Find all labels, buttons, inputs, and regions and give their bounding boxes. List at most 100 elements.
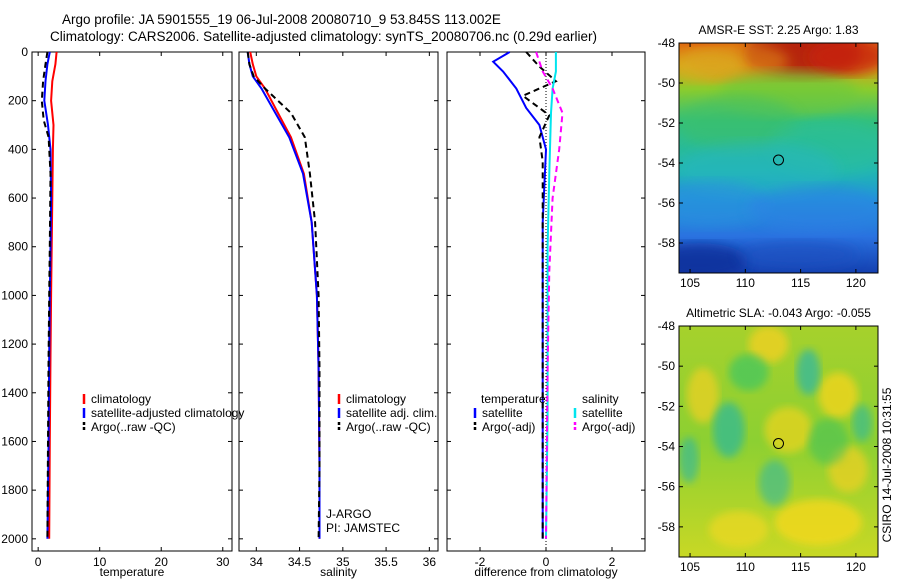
- plot-frame: [238, 51, 439, 552]
- legend-item-argo: Argo(..raw -QC): [337, 420, 431, 434]
- map-shading: [774, 499, 863, 546]
- legend-title-salinity: salinity: [582, 392, 619, 406]
- map-shading: [679, 243, 749, 273]
- y-tick-label: 2000: [1, 532, 28, 546]
- x-tick-label: 115: [791, 560, 810, 574]
- annotation-pi: PI: JAMSTEC: [326, 521, 400, 535]
- map-shading: [852, 404, 873, 442]
- y-tick-label: -50: [658, 359, 676, 373]
- map-shading: [748, 326, 789, 363]
- legend-label: satellite: [482, 406, 523, 420]
- argo-location-marker: [773, 154, 784, 166]
- x-tick-label: 115: [791, 276, 810, 290]
- x-tick-label: 0: [35, 555, 42, 569]
- legend-label: climatology: [91, 392, 151, 406]
- x-tick-label: 110: [736, 276, 755, 290]
- plot-frame: [31, 51, 233, 552]
- profile-panel-salinity: 34 34.5 35 35.5 36 salinity: [238, 51, 439, 579]
- x-tick-label: 10: [93, 555, 107, 569]
- y-tick-label: 1600: [1, 434, 28, 448]
- series-line-argo-raw-qc-: [40, 51, 52, 539]
- legend-item-argo: Argo(..raw -QC): [82, 420, 176, 434]
- map-shading: [679, 49, 745, 83]
- legend-label: satellite: [582, 406, 623, 420]
- x-tick-label: 35: [336, 555, 350, 569]
- x-tick-label: 105: [680, 560, 700, 574]
- legend-item-climatology: climatology: [337, 392, 406, 406]
- y-tick-label: 1800: [1, 483, 28, 497]
- map-shading: [679, 95, 799, 152]
- y-tick-label: -56: [658, 196, 676, 210]
- legend-label: climatology: [346, 392, 406, 406]
- series-line-argo-raw-qc-: [246, 51, 321, 539]
- legend-title-temperature: temperature: [481, 392, 546, 406]
- map-shading: [808, 43, 878, 76]
- map-field: [679, 43, 878, 273]
- credit-timestamp: CSIRO 14-Jul-2008 10:31:55: [880, 387, 894, 542]
- x-tick-label: 30: [216, 555, 230, 569]
- legend-label: satellite adj. clim.: [346, 406, 437, 420]
- x-tick-label: 105: [680, 276, 700, 290]
- map-shading: [728, 353, 769, 391]
- y-tick-label: 1400: [1, 386, 28, 400]
- y-tick-label: 800: [8, 240, 28, 254]
- x-tick-label: -2: [475, 555, 486, 569]
- x-tick-label: 110: [736, 560, 755, 574]
- y-tick-label: 400: [8, 142, 28, 156]
- map-shading: [758, 459, 791, 507]
- legend-label: satellite-adjusted climatology: [91, 406, 244, 420]
- y-tick-label: -50: [658, 76, 676, 90]
- legend-item-sal-argo: Argo(-adj): [573, 420, 635, 434]
- x-axis-label: difference from climatology: [474, 565, 617, 579]
- x-tick-label: 2: [609, 555, 616, 569]
- series-line-climatology: [48, 51, 58, 539]
- map-title: AMSR-E SST: 2.25 Argo: 1.83: [698, 23, 858, 37]
- y-tick-label: -54: [658, 156, 676, 170]
- legend-item-temp-argo: Argo(-adj): [473, 420, 535, 434]
- series-line-salinity-satellite: [545, 52, 557, 539]
- legend-item-satellite-adjusted: satellite-adjusted climatology: [82, 406, 244, 420]
- map-shading: [764, 406, 813, 454]
- map-shading: [679, 436, 699, 484]
- annotation-j-argo: J-ARGO: [326, 507, 371, 521]
- series-line-salinity-argo-adj-: [535, 51, 564, 539]
- map-shading: [738, 240, 859, 269]
- figure-title-line2: Climatology: CARS2006. Satellite-adjuste…: [50, 29, 598, 44]
- y-tick-label: -48: [658, 319, 676, 333]
- x-axis-label: salinity: [320, 565, 357, 579]
- y-tick-label: 200: [8, 94, 28, 108]
- y-tick-label: 600: [8, 191, 28, 205]
- y-tick-label: -52: [658, 399, 676, 413]
- argo-location-marker: [773, 438, 784, 450]
- map-shading: [748, 185, 878, 232]
- x-tick-label: 35.5: [374, 555, 398, 569]
- x-tick-label: 36: [423, 555, 437, 569]
- x-tick-label: 120: [846, 276, 866, 290]
- legend-label: Argo(-adj): [482, 420, 535, 434]
- x-tick-label: 34.5: [288, 555, 312, 569]
- map-sla_map: 105 110 115 120 -48 -50 -52 -54 -56 -58 Altimetric…: [658, 306, 879, 574]
- figure-title-line1: Argo profile: JA 5901555_19 06-Jul-2008 …: [62, 12, 501, 27]
- x-tick-label: 20: [155, 555, 169, 569]
- profile-panel-temperature: 0 200 400 600 800 1000 1200 1400 1600 1800 2000 0 10…: [1, 45, 233, 579]
- legend-item-temp-satellite: satellite: [473, 406, 523, 420]
- legend-item-satellite-adj: satellite adj. clim.: [337, 406, 437, 420]
- legend-item-climatology: climatology: [82, 392, 151, 406]
- map-shading: [679, 181, 769, 227]
- legend-item-sal-satellite: satellite: [573, 406, 623, 420]
- map-shading: [686, 367, 719, 424]
- y-tick-label: 1200: [1, 337, 28, 351]
- y-tick-label: 1000: [1, 288, 28, 302]
- y-tick-label: -54: [658, 440, 676, 454]
- x-tick-label: 0: [543, 555, 550, 569]
- x-tick-label: 34: [250, 555, 264, 569]
- map-title: Altimetric SLA: -0.043 Argo: -0.055: [686, 306, 871, 320]
- map-shading: [708, 510, 769, 548]
- map-frame: [678, 325, 879, 558]
- y-tick-label: -58: [658, 520, 676, 534]
- y-tick-label: -58: [658, 236, 676, 250]
- map-shading: [796, 349, 821, 396]
- y-tick-label: -56: [658, 480, 676, 494]
- map-shading: [808, 418, 849, 465]
